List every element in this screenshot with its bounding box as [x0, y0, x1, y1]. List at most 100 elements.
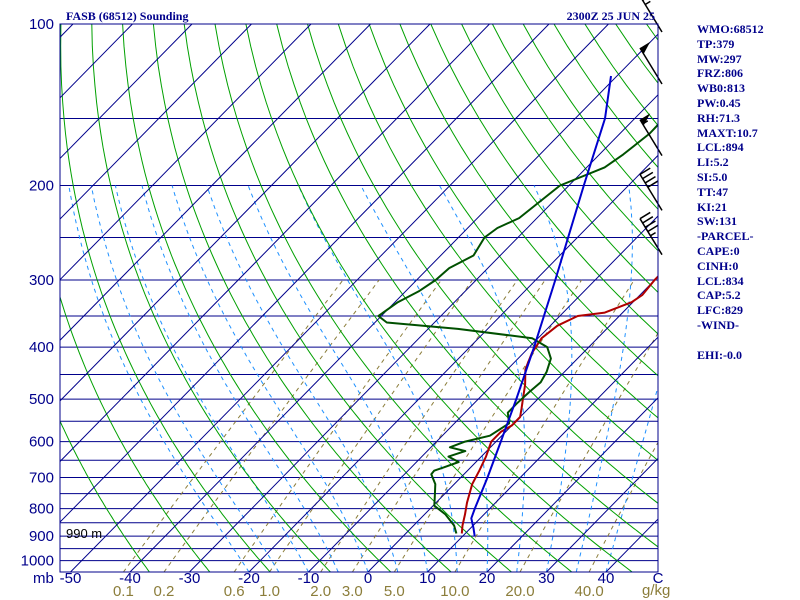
isotherm-line	[0, 24, 14, 572]
dewpoint-trace	[377, 123, 658, 534]
mixing-ratio-line	[233, 279, 442, 572]
dry-adiabat-line	[152, 24, 452, 572]
index-wmo: WMO:68512	[697, 22, 764, 36]
mixing-ratio-tick-label: 0.6	[224, 583, 245, 600]
dry-adiabat-line	[461, 24, 658, 293]
mixing-ratio-tick-label: 0.1	[113, 583, 134, 600]
pressure-tick-label: 900	[29, 528, 54, 545]
index-cap: CAP:5.2	[697, 288, 741, 303]
temperature-tick-labels: -50 -40 -30 -20 -10 0 10 20 30 40 C	[60, 570, 664, 587]
index-frz: FRZ:806	[697, 66, 743, 81]
plot-frame	[59, 23, 659, 573]
index-cinh: CINH:0	[697, 258, 739, 273]
moist-adiabat-line	[114, 185, 309, 572]
index-lfc: LFC:829	[697, 303, 743, 318]
index-parcel-lcl: LCL:834	[697, 273, 744, 288]
wind-barb-flag	[640, 41, 651, 54]
temperature-tick-label: 10	[419, 570, 436, 587]
index-cape: CAPE:0	[697, 243, 740, 258]
wind-barb	[639, 211, 663, 256]
isotherm-line	[427, 336, 658, 572]
dry-adiabat-line	[122, 24, 392, 572]
mixing-ratio-tick-label: 2.0	[310, 583, 331, 600]
station-title: FASB (68512) Sounding	[66, 9, 188, 23]
temperature-tick-label: 20	[479, 570, 496, 587]
pressure-tick-label: 700	[29, 470, 54, 487]
index-tp: TP:379	[697, 36, 735, 51]
parcel-header: -PARCEL-	[697, 229, 754, 244]
moist-adiabat-line	[171, 185, 369, 572]
wind-barb-staff	[639, 47, 663, 85]
mixing-ratio-line	[519, 332, 658, 572]
pressure-tick-label: 400	[29, 339, 54, 356]
mixing-ratio-tick-labels: 0.1 0.2 0.6 1.0 2.0 3.0 5.0 10.0 20.0 40.0	[113, 583, 604, 600]
index-pw: PW:0.45	[697, 95, 741, 110]
dry-adiabat-line	[368, 24, 658, 419]
wind-header: -WIND-	[697, 317, 739, 332]
wind-barb-feather	[642, 216, 654, 224]
pressure-tick-labels: 100 200 300 400 500 600 700 800 900 1000	[21, 16, 54, 570]
mixing-ratio-tick-label: 0.2	[154, 583, 175, 600]
isotherm-line	[486, 397, 658, 572]
moist-adiabat-line	[141, 185, 339, 572]
mixing-ratio-line	[163, 279, 380, 572]
dry-adiabat-line	[399, 24, 658, 377]
wind-barb-feather	[644, 176, 656, 184]
wind-barb-feather	[642, 171, 654, 180]
isotherm-line	[60, 24, 74, 38]
pressure-tick-label: 1000	[21, 553, 54, 570]
mixing-ratio-tick-label: 20.0	[505, 583, 534, 600]
mixing-ratio-line	[320, 279, 518, 572]
mixing-ratio-line	[588, 441, 658, 572]
pressure-tick-label: 600	[29, 434, 54, 451]
dry-adiabat-line	[183, 24, 512, 572]
wind-barb-feather	[644, 220, 656, 228]
mixing-ratio-lines	[122, 279, 658, 572]
wind-barb-feather	[647, 180, 659, 188]
isotherm-line	[60, 24, 193, 160]
sounding-traces	[377, 75, 658, 537]
valid-time: 2300Z 25 JUN 25	[567, 9, 655, 23]
parcel-trace	[470, 75, 612, 537]
dry-adiabat-lines	[60, 24, 658, 572]
mixing-ratio-unit-label: g/kg	[642, 582, 670, 599]
isotherm-line	[546, 457, 658, 572]
wind-barb-half-feather	[650, 231, 656, 237]
mixing-ratio-line	[454, 279, 635, 572]
isotherm-lines	[0, 24, 658, 572]
moist-adiabat-line	[206, 185, 399, 572]
temperature-tick-label: -50	[60, 570, 82, 587]
wind-barb-flag	[640, 113, 651, 126]
wind-barb-feather	[639, 167, 651, 176]
temperature-tick-label: 30	[538, 570, 555, 587]
wind-barbs	[639, 0, 663, 256]
temperature-tick-label: -40	[119, 570, 141, 587]
moist-adiabat-line	[297, 185, 458, 572]
isotherm-line	[60, 24, 133, 99]
dry-adiabat-line	[214, 24, 573, 572]
surface-height-label: 990 m	[66, 526, 102, 541]
moist-adiabat-line	[68, 185, 250, 572]
dry-adiabat-line	[60, 419, 150, 572]
index-tt: TT:47	[697, 184, 729, 199]
moist-adiabat-line	[90, 185, 280, 572]
pressure-unit-label: mb	[33, 570, 54, 587]
dry-adiabat-line	[276, 24, 658, 548]
isotherm-line	[189, 94, 658, 572]
isotherm-line	[248, 154, 658, 572]
mixing-ratio-line	[269, 279, 473, 572]
indices-spacer	[697, 333, 797, 348]
temperature-tick-label: -30	[179, 570, 201, 587]
moist-adiabat-line	[533, 185, 573, 572]
temperature-tick-label: -20	[238, 570, 260, 587]
temperature-tick-label: -10	[298, 570, 320, 587]
isotherm-line	[60, 24, 252, 220]
isotherm-line	[60, 24, 550, 523]
index-wb0: WB0:813	[697, 81, 745, 96]
moist-adiabat-line	[605, 384, 658, 572]
pressure-tick-label: 300	[29, 272, 54, 289]
wind-barb-feather	[639, 211, 651, 220]
isotherm-line	[60, 24, 490, 463]
pressure-tick-label: 800	[29, 501, 54, 518]
